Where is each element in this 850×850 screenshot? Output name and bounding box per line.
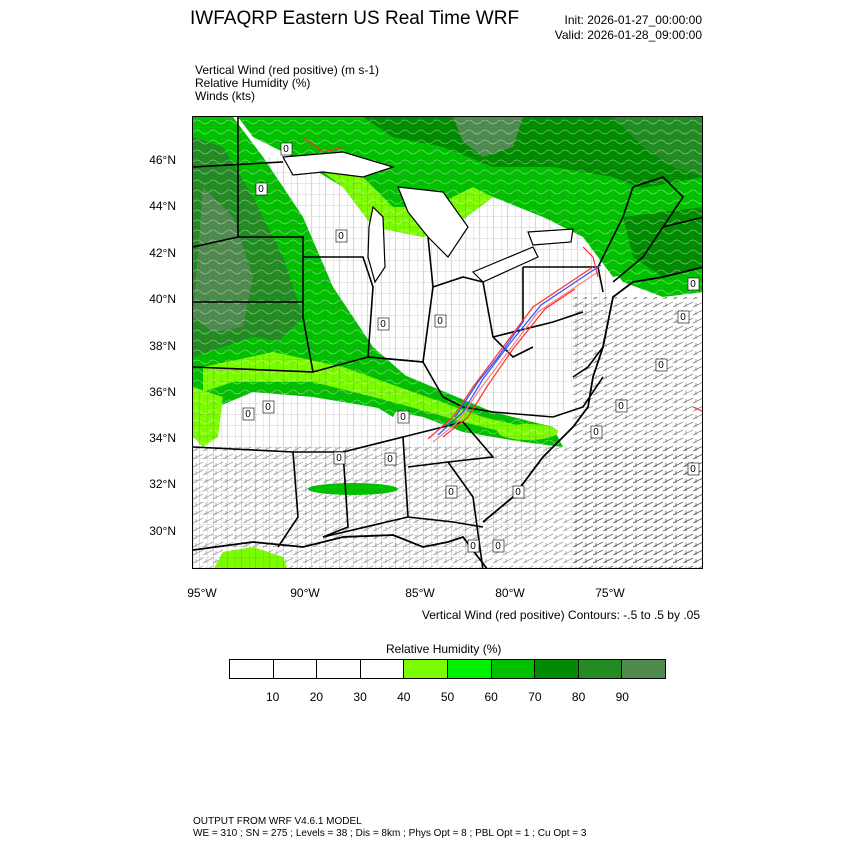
zero-label-box: [492, 539, 505, 553]
zero-label-box: [384, 452, 397, 466]
zero-label-box: [280, 142, 293, 156]
colorbar-label: 50: [440, 690, 455, 704]
zero-label: 0: [593, 427, 599, 438]
colorbar-segment: [535, 660, 579, 678]
zero-label-box: [467, 539, 480, 553]
zero-label: 0: [680, 312, 686, 323]
zero-label-box: [262, 400, 275, 414]
zero-label-box: [397, 410, 410, 424]
zero-label-box: [687, 462, 700, 476]
zero-label-box: [687, 277, 700, 291]
map-panel[interactable]: 0 0 0 0 0 0 0 0 0 0 0 0 0 0 0 0 0 0 0 0: [192, 116, 703, 569]
lat-label: 32°N: [149, 477, 176, 491]
zero-label-box: [445, 485, 458, 499]
zero-label-box: [434, 314, 447, 328]
zero-label: 0: [618, 401, 624, 412]
zero-label-box: [255, 182, 268, 196]
zero-label-box: [615, 399, 628, 413]
zero-label: 0: [283, 144, 289, 155]
lat-label: 34°N: [149, 431, 176, 445]
rh-colorbar: [229, 659, 666, 679]
lon-label: 85°W: [405, 586, 435, 600]
model-footer: OUTPUT FROM WRF V4.6.1 MODEL WE = 310 ; …: [193, 816, 586, 840]
zero-label-box: [677, 310, 690, 324]
zero-label: 0: [448, 487, 454, 498]
field-legend: Vertical Wind (red positive) (m s-1) Rel…: [195, 64, 379, 103]
colorbar-segment: [578, 660, 623, 678]
zero-label: 0: [515, 487, 521, 498]
footer-model: OUTPUT FROM WRF V4.6.1 MODEL: [193, 816, 362, 827]
colorbar-segment: [491, 660, 536, 678]
page-title: IWFAQRP Eastern US Real Time WRF: [190, 8, 520, 29]
zero-label: 0: [690, 279, 696, 290]
colorbar-label: 70: [528, 690, 542, 704]
colorbar-label: 80: [571, 690, 586, 704]
colorbar-segment: [273, 660, 318, 678]
zero-label: 0: [658, 360, 664, 371]
zero-label: 0: [265, 402, 271, 413]
colorbar-label: 10: [266, 690, 280, 704]
lat-label: 44°N: [149, 199, 176, 213]
zero-label: 0: [470, 541, 476, 552]
map-canvas: 0 0 0 0 0 0 0 0 0 0 0 0 0 0 0 0 0 0 0 0: [193, 117, 702, 568]
colorbar-label: 60: [484, 690, 498, 704]
lat-label: 36°N: [149, 385, 176, 399]
zero-label: 0: [380, 319, 386, 330]
zero-label-box: [655, 358, 668, 372]
zero-label: 0: [690, 464, 696, 475]
lat-label: 30°N: [149, 524, 176, 538]
colorbar-segment: [447, 660, 492, 678]
great-lakes: [282, 151, 574, 284]
zero-label: 0: [258, 184, 264, 195]
field-winds: Winds (kts): [195, 89, 255, 103]
colorbar-title: Relative Humidity (%): [386, 642, 502, 656]
zero-label-box: [512, 485, 525, 499]
init-time: Init: 2026-01-27_00:00:00: [564, 13, 702, 27]
colorbar-label: 40: [397, 690, 411, 704]
colorbar-label: 90: [615, 690, 629, 704]
colorbar-segment: [230, 660, 274, 678]
lon-label: 80°W: [495, 586, 525, 600]
vertical-wind-contours: [302, 136, 702, 443]
valid-time: Valid: 2026-01-28_09:00:00: [554, 28, 702, 42]
colorbar-label: 30: [353, 690, 367, 704]
colorbar-segment: [622, 660, 665, 678]
lon-label: 90°W: [290, 586, 320, 600]
zero-label-box: [590, 425, 603, 439]
footer-config: WE = 310 ; SN = 275 ; Levels = 38 ; Dis …: [193, 828, 587, 839]
lat-label: 42°N: [149, 246, 176, 260]
zero-label-box: [377, 317, 390, 331]
colorbar-segment: [404, 660, 448, 678]
zero-label-box: [335, 229, 348, 243]
atlantic-coastline: [482, 266, 702, 523]
lat-label: 46°N: [149, 153, 176, 167]
colorbar-label: 20: [309, 690, 324, 704]
zero-label-box: [242, 407, 255, 421]
zero-label: 0: [336, 453, 342, 464]
field-vertical-wind: Vertical Wind (red positive) (m s-1): [195, 63, 380, 77]
colorbar-segment: [317, 660, 361, 678]
zero-label: 0: [400, 412, 406, 423]
zero-label-box: [333, 451, 346, 465]
zero-label: 0: [387, 454, 393, 465]
contour-zero-labels: 0 0 0 0 0 0 0 0 0 0 0 0 0 0 0 0 0 0 0 0: [242, 142, 700, 553]
run-times: Init: 2026-01-27_00:00:00 Valid: 2026-01…: [555, 13, 702, 43]
field-relative-humidity: Relative Humidity (%): [195, 76, 311, 90]
colorbar-segment: [360, 660, 405, 678]
lat-label: 38°N: [149, 339, 176, 353]
zero-label: 0: [338, 231, 344, 242]
lat-label: 40°N: [149, 292, 176, 306]
zero-label: 0: [495, 541, 501, 552]
lon-label: 75°W: [595, 586, 625, 600]
contour-info: Vertical Wind (red positive) Contours: -…: [421, 608, 700, 622]
state-borders: [193, 117, 702, 568]
zero-label: 0: [245, 409, 251, 420]
lon-label: 95°W: [187, 586, 217, 600]
zero-label: 0: [437, 316, 443, 327]
